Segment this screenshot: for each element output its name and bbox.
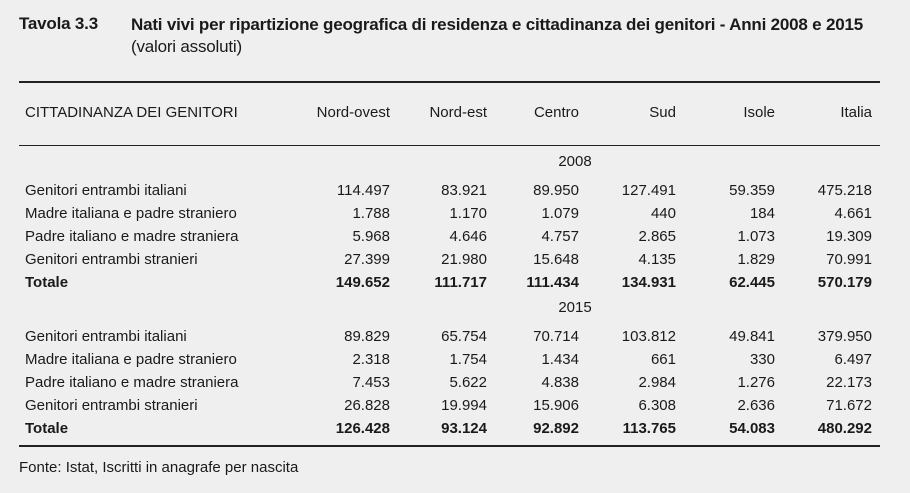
header-italia: Italia <box>840 104 872 121</box>
row-label: Padre italiano e madre straniera <box>25 374 239 391</box>
table-row: Madre italiana e padre straniero 1.788 1… <box>0 205 910 227</box>
cell-italia: 71.672 <box>826 397 872 414</box>
section-year-2015: 2015 <box>558 299 592 316</box>
cell-centro: 15.906 <box>533 397 579 414</box>
cell-isole: 2.636 <box>737 397 775 414</box>
row-label: Genitori entrambi italiani <box>25 328 187 345</box>
cell-nord-ovest: 114.497 <box>336 182 390 199</box>
cell-italia: 475.218 <box>817 182 872 199</box>
caption-main: Nati vivi per ripartizione geografica di… <box>131 15 863 34</box>
cell-isole: 184 <box>749 205 775 222</box>
cell-nord-est: 5.622 <box>449 374 487 391</box>
row-label: Totale <box>25 420 69 437</box>
cell-centro: 70.714 <box>533 328 579 345</box>
table-row: Genitori entrambi italiani 114.497 83.92… <box>0 182 910 204</box>
table-row: Genitori entrambi italiani 89.829 65.754… <box>0 328 910 350</box>
header-nord-est: Nord-est <box>429 104 487 121</box>
row-label: Genitori entrambi stranieri <box>25 397 198 414</box>
cell-nord-ovest: 2.318 <box>352 351 390 368</box>
cell-isole: 54.083 <box>729 420 775 437</box>
cell-centro: 15.648 <box>533 251 579 268</box>
cell-nord-ovest: 5.968 <box>352 228 390 245</box>
cell-centro: 4.838 <box>541 374 579 391</box>
row-label: Totale <box>25 274 69 291</box>
cell-italia: 6.497 <box>834 351 872 368</box>
cell-isole: 1.276 <box>737 374 775 391</box>
table-row: Padre italiano e madre straniera 5.968 4… <box>0 228 910 250</box>
cell-italia: 570.179 <box>817 274 872 291</box>
cell-nord-ovest: 27.399 <box>344 251 390 268</box>
top-rule <box>19 81 880 83</box>
cell-nord-ovest: 89.829 <box>344 328 390 345</box>
cell-centro: 1.434 <box>541 351 579 368</box>
table-row: Genitori entrambi stranieri 27.399 21.98… <box>0 251 910 273</box>
cell-isole: 1.073 <box>737 228 775 245</box>
row-label: Genitori entrambi italiani <box>25 182 187 199</box>
cell-nord-est: 83.921 <box>441 182 487 199</box>
cell-centro: 1.079 <box>541 205 579 222</box>
header-nord-ovest: Nord-ovest <box>316 104 390 121</box>
cell-italia: 19.309 <box>826 228 872 245</box>
table-row: Padre italiano e madre straniera 7.453 5… <box>0 374 910 396</box>
cell-centro: 4.757 <box>541 228 579 245</box>
table-caption: Nati vivi per ripartizione geografica di… <box>131 14 891 58</box>
row-label: Genitori entrambi stranieri <box>25 251 198 268</box>
cell-sud: 127.491 <box>621 182 676 199</box>
cell-sud: 440 <box>650 205 676 222</box>
header-label: CITTADINANZA DEI GENITORI <box>25 104 238 121</box>
cell-nord-est: 1.754 <box>449 351 487 368</box>
cell-isole: 330 <box>749 351 775 368</box>
cell-sud: 4.135 <box>638 251 676 268</box>
bottom-rule <box>19 445 880 447</box>
cell-centro: 89.950 <box>533 182 579 199</box>
header-sud: Sud <box>649 104 676 121</box>
cell-italia: 4.661 <box>834 205 872 222</box>
cell-sud: 6.308 <box>638 397 676 414</box>
header-centro: Centro <box>533 104 579 121</box>
cell-nord-est: 4.646 <box>449 228 487 245</box>
cell-italia: 480.292 <box>817 420 872 437</box>
cell-italia: 70.991 <box>826 251 872 268</box>
cell-nord-ovest: 7.453 <box>352 374 390 391</box>
cell-nord-est: 1.170 <box>449 205 487 222</box>
cell-nord-est: 19.994 <box>441 397 487 414</box>
cell-sud: 134.931 <box>621 274 676 291</box>
row-label: Madre italiana e padre straniero <box>25 351 237 368</box>
cell-sud: 103.812 <box>621 328 676 345</box>
cell-nord-ovest: 26.828 <box>344 397 390 414</box>
cell-nord-est: 93.124 <box>441 420 487 437</box>
section-year-2008: 2008 <box>558 153 592 170</box>
table-row: Genitori entrambi stranieri 26.828 19.99… <box>0 397 910 419</box>
cell-sud: 2.865 <box>638 228 676 245</box>
source-note: Fonte: Istat, Iscritti in anagrafe per n… <box>19 459 299 476</box>
cell-sud: 113.765 <box>622 420 676 437</box>
cell-sud: 2.984 <box>638 374 676 391</box>
cell-isole: 1.829 <box>737 251 775 268</box>
cell-nord-ovest: 149.652 <box>335 274 390 291</box>
table-row: Madre italiana e padre straniero 2.318 1… <box>0 351 910 373</box>
cell-isole: 49.841 <box>729 328 775 345</box>
cell-italia: 379.950 <box>817 328 872 345</box>
row-label: Madre italiana e padre straniero <box>25 205 237 222</box>
table-number: Tavola 3.3 <box>19 14 98 33</box>
cell-isole: 59.359 <box>729 182 775 199</box>
cell-nord-est: 65.754 <box>441 328 487 345</box>
header-isole: Isole <box>743 104 775 121</box>
cell-nord-est: 21.980 <box>441 251 487 268</box>
cell-nord-est: 111.717 <box>434 274 487 291</box>
caption-unit: (valori assoluti) <box>131 37 242 56</box>
cell-centro: 111.434 <box>526 274 579 291</box>
cell-sud: 661 <box>650 351 676 368</box>
cell-nord-ovest: 1.788 <box>352 205 390 222</box>
cell-centro: 92.892 <box>533 420 579 437</box>
total-row: Totale 126.428 93.124 92.892 113.765 54.… <box>0 420 910 442</box>
cell-nord-ovest: 126.428 <box>335 420 390 437</box>
cell-italia: 22.173 <box>826 374 872 391</box>
total-row: Totale 149.652 111.717 111.434 134.931 6… <box>0 274 910 296</box>
header-rule <box>19 145 880 146</box>
cell-isole: 62.445 <box>729 274 775 291</box>
row-label: Padre italiano e madre straniera <box>25 228 239 245</box>
